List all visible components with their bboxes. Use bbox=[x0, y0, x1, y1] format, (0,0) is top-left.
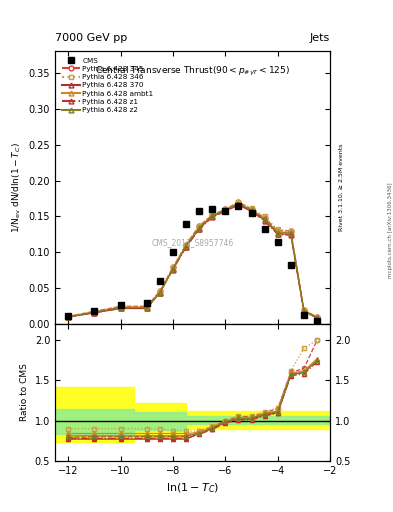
Y-axis label: Rivet 3.1.10, ≥ 2.5M events: Rivet 3.1.10, ≥ 2.5M events bbox=[339, 144, 344, 231]
Text: Jets: Jets bbox=[310, 33, 330, 43]
Text: CMS_2011_S8957746: CMS_2011_S8957746 bbox=[151, 238, 234, 247]
Y-axis label: 1/N$_{\rm ev}$ dN/d$\ln(1-T_C)$: 1/N$_{\rm ev}$ dN/d$\ln(1-T_C)$ bbox=[11, 142, 23, 233]
X-axis label: $\ln(1-T_C)$: $\ln(1-T_C)$ bbox=[166, 481, 219, 495]
Legend: CMS, Pythia 6.428 345, Pythia 6.428 346, Pythia 6.428 370, Pythia 6.428 ambt1, P: CMS, Pythia 6.428 345, Pythia 6.428 346,… bbox=[59, 55, 156, 116]
Text: mcplots.cern.ch [arXiv:1306.3436]: mcplots.cern.ch [arXiv:1306.3436] bbox=[388, 183, 393, 278]
Text: Central Transverse Thrust$(90 < p_{\#\gamma T} < 125)$: Central Transverse Thrust$(90 < p_{\#\ga… bbox=[95, 65, 290, 78]
Y-axis label: Ratio to CMS: Ratio to CMS bbox=[20, 364, 29, 421]
Text: 7000 GeV pp: 7000 GeV pp bbox=[55, 33, 127, 43]
